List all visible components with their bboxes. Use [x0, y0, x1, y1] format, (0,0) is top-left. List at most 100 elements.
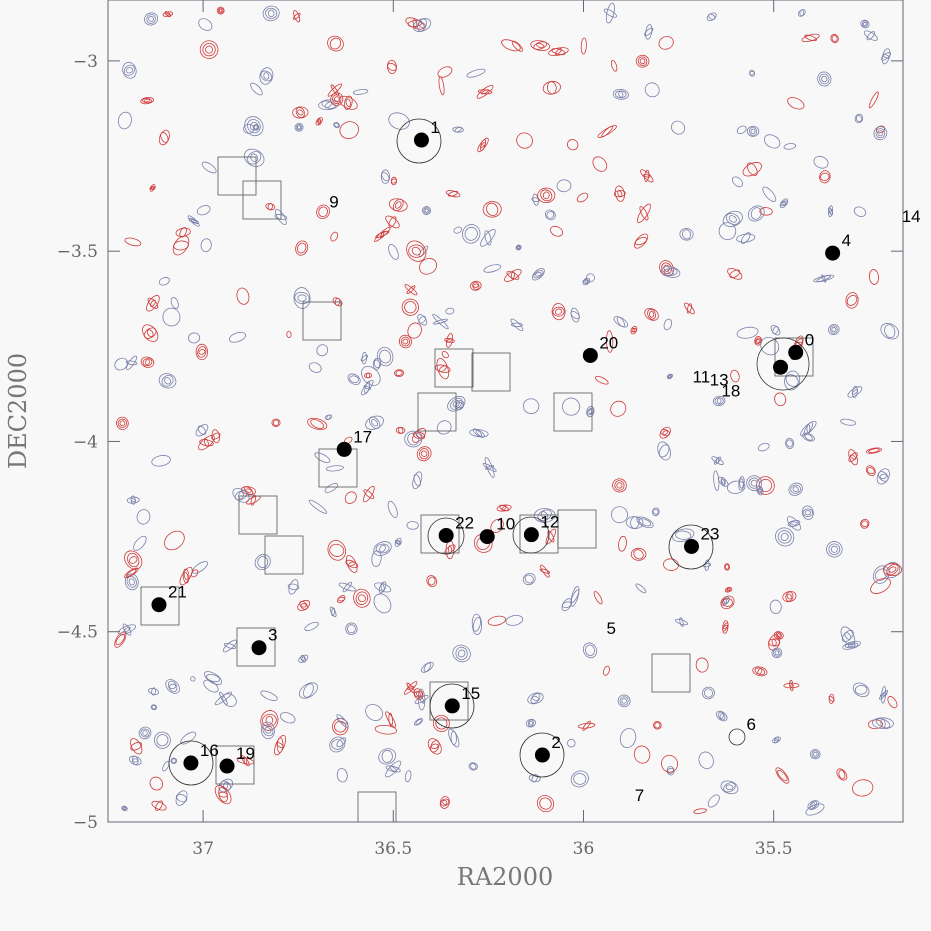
contour — [470, 280, 482, 291]
contour — [777, 769, 788, 782]
contour — [716, 398, 722, 404]
contour — [395, 370, 403, 376]
contour — [303, 683, 314, 698]
contour — [722, 622, 729, 632]
contour — [286, 331, 292, 338]
contour — [720, 477, 726, 487]
contour — [759, 207, 773, 216]
contour — [144, 12, 159, 26]
contour — [205, 45, 214, 54]
contour — [840, 626, 856, 646]
contour — [457, 649, 466, 658]
contour — [866, 467, 875, 475]
source-label: 9 — [329, 192, 338, 211]
contour — [260, 721, 275, 740]
contour — [755, 337, 762, 345]
contour — [704, 688, 713, 698]
contour — [144, 359, 150, 366]
source-point — [151, 597, 167, 613]
contour — [404, 681, 418, 695]
contour — [584, 279, 589, 284]
contour — [511, 40, 523, 52]
contour — [431, 743, 439, 750]
contour — [597, 125, 617, 138]
contour — [788, 482, 803, 496]
contour — [148, 688, 160, 695]
contour — [730, 369, 740, 383]
contour — [375, 543, 390, 554]
contour — [182, 568, 190, 584]
contour — [445, 333, 454, 348]
contour — [661, 262, 672, 275]
contour — [787, 519, 801, 527]
ring — [512, 516, 550, 554]
contour — [148, 15, 154, 23]
contour — [812, 751, 818, 757]
contour — [807, 800, 820, 810]
contour — [404, 284, 418, 296]
contour — [414, 718, 424, 726]
contour — [390, 178, 397, 184]
contour — [146, 329, 154, 338]
contour — [437, 66, 453, 78]
contour — [750, 479, 758, 487]
contour — [510, 271, 515, 280]
contour — [887, 696, 898, 709]
source-label: 4 — [842, 231, 851, 250]
contour — [831, 35, 838, 42]
contour — [653, 720, 662, 730]
contour — [804, 433, 813, 441]
contour — [722, 625, 729, 629]
contour — [329, 543, 345, 557]
contour — [782, 591, 797, 603]
contour — [250, 82, 263, 96]
contour — [398, 334, 412, 349]
contour — [775, 631, 782, 639]
contour — [716, 710, 728, 722]
contour — [757, 488, 762, 493]
contour — [167, 680, 178, 693]
contour — [388, 712, 393, 727]
contour — [784, 370, 801, 391]
contour — [724, 563, 730, 571]
source-label: 5 — [607, 619, 616, 638]
source-point — [534, 747, 550, 763]
contour — [452, 644, 471, 663]
contour — [440, 798, 450, 807]
contour — [138, 726, 152, 740]
contour — [804, 510, 811, 516]
contour — [203, 679, 219, 693]
contour — [373, 593, 392, 614]
contour — [542, 191, 550, 200]
contour — [415, 691, 421, 697]
contour — [573, 773, 587, 785]
contour — [826, 541, 843, 558]
contour — [702, 686, 715, 700]
contour — [882, 563, 903, 577]
contour — [171, 758, 177, 764]
contour — [809, 800, 818, 810]
contour — [346, 624, 356, 634]
contour — [412, 471, 423, 490]
contour — [262, 5, 280, 22]
contour — [613, 316, 629, 328]
contour — [533, 270, 544, 279]
contour — [452, 400, 460, 408]
contour — [530, 693, 541, 704]
source-label: 2 — [551, 733, 560, 752]
contour — [654, 722, 661, 729]
contour — [397, 427, 404, 434]
source-label: 14 — [902, 207, 921, 226]
contour — [220, 780, 232, 791]
contour — [660, 429, 670, 437]
contour — [447, 190, 459, 197]
contour — [768, 638, 781, 647]
contour — [679, 228, 694, 241]
contour — [777, 530, 792, 544]
contour — [527, 719, 535, 727]
contour — [611, 506, 628, 524]
contour — [188, 218, 199, 224]
contour — [756, 339, 761, 343]
contour — [789, 679, 794, 692]
contour — [819, 73, 830, 85]
